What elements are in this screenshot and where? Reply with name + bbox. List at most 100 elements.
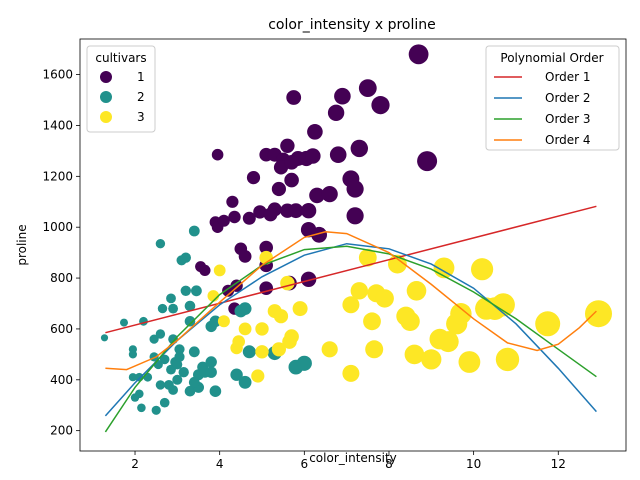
point-cultivar-3: [421, 349, 442, 370]
point-cultivar-1: [228, 210, 241, 224]
point-cultivar-3: [491, 293, 515, 317]
legend-label-order-1: Order 1: [545, 70, 591, 84]
x-tick-label: 10: [466, 457, 481, 471]
point-cultivar-1: [284, 155, 299, 170]
point-cultivar-2: [238, 375, 252, 389]
point-cultivar-2: [151, 405, 161, 415]
point-cultivar-2: [242, 345, 256, 359]
point-cultivar-2: [155, 380, 166, 390]
legend-cultivars-title: cultivars: [95, 51, 146, 65]
point-cultivar-1: [329, 146, 347, 163]
point-cultivar-1: [238, 250, 252, 263]
legend-fits: Polynomial Order Order 1 Order 2 Order 3 Or…: [485, 45, 620, 151]
point-cultivar-3: [406, 281, 427, 301]
y-axis-label: proline: [15, 224, 29, 265]
point-cultivar-1: [284, 172, 299, 188]
point-cultivar-2: [172, 374, 183, 385]
point-cultivar-3: [585, 300, 612, 328]
point-cultivar-3: [342, 364, 360, 382]
point-cultivar-1: [271, 181, 286, 197]
point-cultivar-2: [135, 372, 144, 382]
point-cultivar-2: [149, 334, 159, 344]
point-cultivar-2: [188, 376, 200, 388]
legend-fits-box: [485, 45, 620, 151]
point-cultivar-2: [130, 393, 140, 402]
point-cultivar-3: [535, 311, 561, 337]
point-cultivar-3: [217, 315, 230, 328]
point-cultivar-1: [280, 138, 295, 153]
point-cultivar-3: [375, 289, 394, 308]
point-cultivar-2: [174, 351, 185, 362]
y-tick-label: 1200: [42, 169, 73, 183]
fit-line-4: [105, 231, 597, 371]
point-cultivar-1: [288, 203, 304, 219]
point-cultivar-1: [300, 271, 317, 287]
point-cultivar-3: [251, 369, 265, 383]
point-cultivar-2: [184, 385, 196, 397]
point-cultivar-2: [100, 334, 109, 342]
point-cultivar-3: [342, 296, 360, 314]
point-cultivar-3: [280, 275, 295, 291]
point-cultivar-1: [408, 44, 429, 65]
plot-frame: [79, 38, 627, 452]
point-cultivar-2: [178, 367, 189, 378]
point-cultivar-2: [230, 368, 243, 381]
point-cultivar-3: [358, 248, 377, 267]
point-cultivar-1: [358, 79, 377, 97]
point-cultivar-2: [296, 355, 312, 371]
chart-title: color_intensity x proline: [268, 17, 436, 33]
x-axis-label: color_intensity: [309, 451, 397, 465]
point-cultivar-3: [365, 340, 384, 359]
point-cultivar-3: [271, 342, 286, 357]
point-cultivar-1: [334, 87, 351, 105]
point-cultivar-2: [128, 373, 137, 382]
x-tick-label: 6: [301, 457, 309, 471]
y-tick-label: 800: [50, 271, 73, 285]
point-cultivar-2: [155, 239, 166, 249]
point-cultivar-1: [246, 171, 261, 185]
point-cultivar-1: [327, 104, 345, 122]
point-cultivar-1: [199, 264, 211, 276]
x-tick-label: 12: [551, 457, 566, 471]
y-axis: 200 400 600 800 1000 1200 1400 1600: [42, 68, 80, 438]
point-cultivar-3: [495, 347, 520, 372]
x-axis: 2 4 6 8 10 12: [131, 451, 566, 471]
point-cultivar-1: [286, 90, 302, 105]
point-cultivar-3: [284, 329, 299, 344]
legend-label-cultivar-1: 1: [137, 70, 145, 84]
x-tick-label: 8: [385, 457, 393, 471]
x-tick-label: 2: [131, 457, 139, 471]
point-cultivar-2: [238, 302, 252, 315]
point-cultivar-2: [209, 385, 222, 398]
point-cultivar-1: [346, 207, 364, 225]
point-cultivar-1: [263, 207, 278, 222]
point-cultivar-2: [180, 285, 191, 296]
point-cultivar-3: [232, 335, 245, 348]
point-cultivar-2: [128, 350, 137, 359]
point-cultivar-1: [346, 180, 364, 198]
point-cultivar-1: [371, 96, 390, 115]
points-layer: [100, 44, 612, 415]
point-cultivar-1: [211, 148, 224, 161]
point-cultivar-2: [184, 300, 196, 312]
point-cultivar-2: [137, 403, 146, 413]
point-cultivar-3: [273, 309, 289, 324]
point-cultivar-1: [350, 139, 368, 158]
point-cultivar-3: [400, 311, 420, 331]
point-cultivar-2: [157, 303, 168, 314]
point-cultivar-2: [191, 285, 202, 297]
point-cultivar-1: [300, 203, 317, 219]
point-cultivar-3: [292, 301, 308, 317]
point-cultivar-3: [350, 282, 368, 300]
point-cultivar-2: [159, 397, 170, 408]
point-cultivar-3: [213, 264, 226, 277]
y-tick-label: 1600: [42, 68, 73, 82]
x-tick-label: 4: [216, 457, 224, 471]
point-cultivar-2: [168, 303, 179, 314]
point-cultivar-3: [255, 345, 269, 359]
point-cultivar-3: [363, 312, 381, 331]
legend-marker-cultivar-1: [100, 71, 112, 83]
legend-label-order-4: Order 4: [545, 133, 591, 147]
point-cultivar-3: [404, 344, 425, 365]
